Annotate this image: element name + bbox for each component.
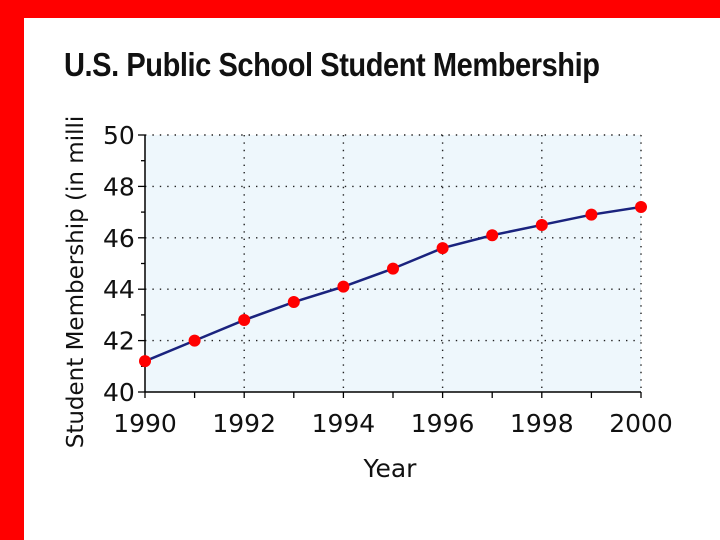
y-tick-label: 46 [103, 224, 135, 253]
data-point [535, 218, 548, 231]
x-tick-label: 1990 [113, 409, 177, 438]
x-tick-label: 1996 [411, 409, 475, 438]
red-frame-left [0, 0, 24, 540]
data-point [238, 314, 251, 327]
x-tick-label: 1994 [312, 409, 376, 438]
chart-title: U.S. Public School Student Membership [64, 46, 600, 83]
data-point [337, 280, 350, 293]
data-point [486, 229, 499, 242]
data-point [188, 334, 201, 347]
y-tick-label: 42 [103, 327, 135, 356]
data-point [139, 355, 151, 368]
y-axis-label: Student Membership (in milli [63, 116, 89, 449]
x-axis-label: Year [363, 454, 418, 483]
grid-lines [145, 134, 642, 392]
y-tick-label: 50 [103, 121, 135, 150]
x-tick-labels: 1990 1992 1994 1996 1998 2000 [113, 409, 673, 438]
x-tick-label: 1992 [212, 409, 276, 438]
x-tick-label: 1998 [510, 409, 574, 438]
tick-marks [138, 134, 642, 398]
y-tick-label: 40 [103, 378, 135, 407]
data-point [436, 242, 449, 255]
x-tick-label: 2000 [609, 409, 673, 438]
data-points [139, 200, 647, 368]
red-frame-top [0, 0, 720, 18]
data-point [585, 208, 598, 221]
data-point [635, 200, 647, 213]
y-tick-labels: 40 42 44 46 48 50 [103, 121, 135, 407]
y-tick-label: 44 [103, 275, 135, 304]
y-tick-label: 48 [103, 172, 135, 201]
data-point [387, 262, 399, 275]
data-point [287, 296, 300, 309]
